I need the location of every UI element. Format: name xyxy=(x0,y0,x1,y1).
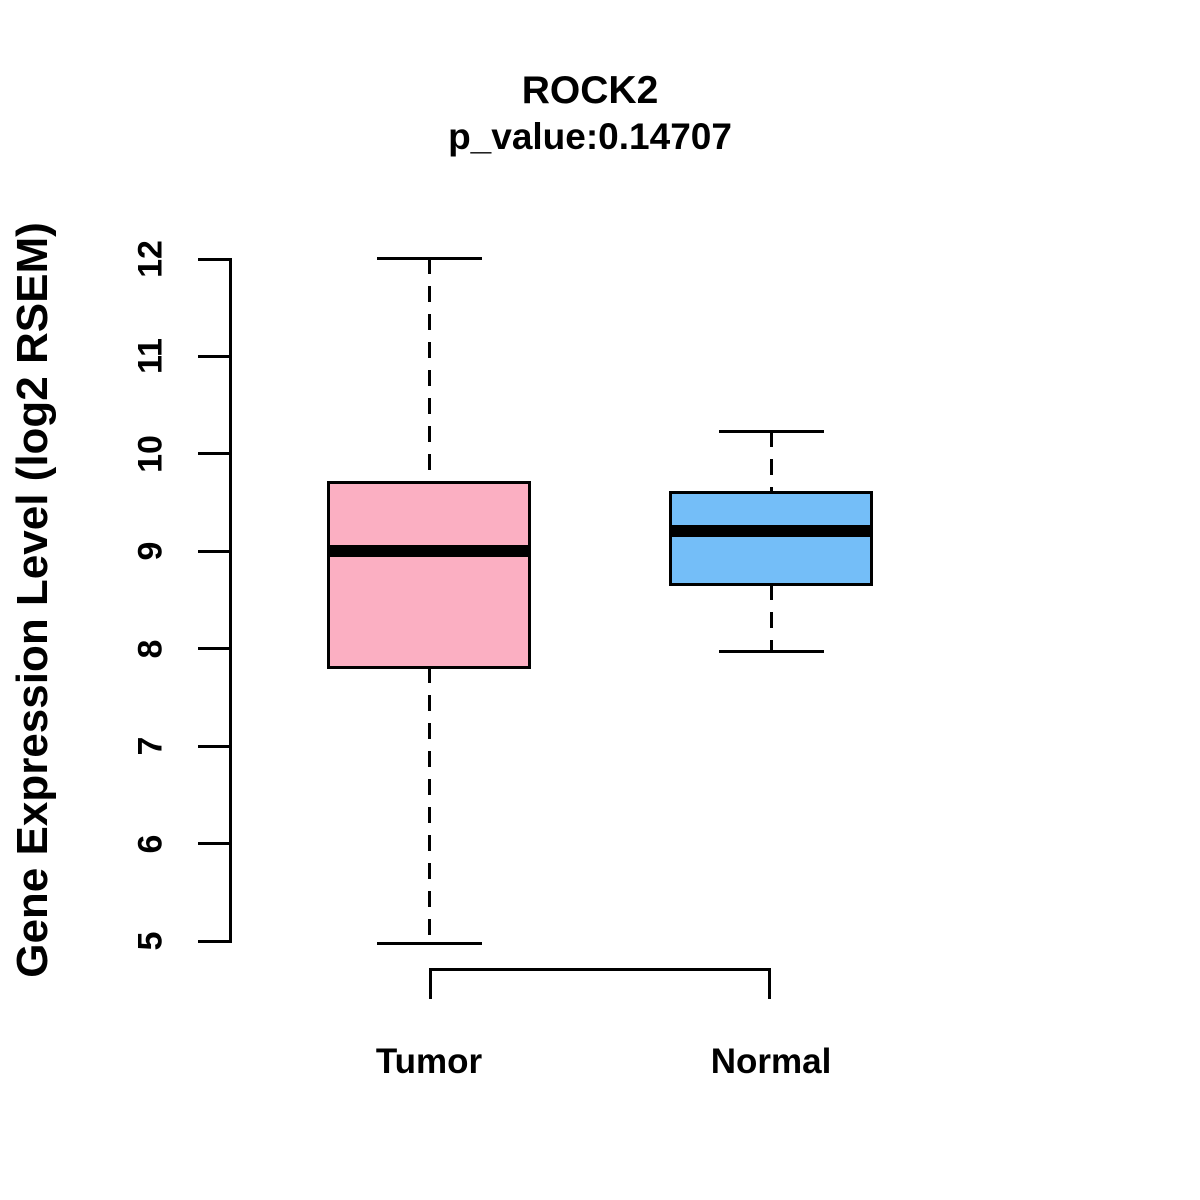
y-tick-label: 8 xyxy=(131,639,170,659)
x-category-label: Tumor xyxy=(375,1042,483,1081)
y-axis-line xyxy=(228,257,232,943)
y-tick-label: 7 xyxy=(131,736,170,756)
whisker-upper-cap xyxy=(718,429,824,433)
whisker-lower-cap xyxy=(718,650,824,654)
whisker-upper-stem xyxy=(769,431,773,493)
y-tick-label: 5 xyxy=(131,931,170,951)
y-tick xyxy=(197,842,229,846)
whisker-upper-stem xyxy=(427,258,431,483)
box-tumor xyxy=(327,480,531,669)
y-tick-label: 9 xyxy=(131,541,170,561)
y-tick xyxy=(197,647,229,651)
y-tick-label: 11 xyxy=(131,338,170,375)
x-category-label: Normal xyxy=(710,1042,832,1081)
y-tick xyxy=(197,939,229,943)
x-axis-bracket xyxy=(429,968,771,999)
median-line xyxy=(327,545,531,558)
whisker-lower-stem xyxy=(427,667,431,944)
y-tick-label: 6 xyxy=(131,834,170,854)
y-tick-label: 12 xyxy=(131,240,170,278)
chart-title: ROCK2 xyxy=(521,69,659,112)
chart-subtitle: p_value:0.14707 xyxy=(448,115,732,157)
y-tick xyxy=(197,744,229,748)
whisker-lower-cap xyxy=(376,942,482,946)
y-tick-label: 10 xyxy=(131,434,170,473)
y-tick xyxy=(197,354,229,358)
median-line xyxy=(669,524,873,537)
box-normal xyxy=(669,491,873,586)
y-tick xyxy=(197,257,229,261)
y-tick xyxy=(197,452,229,456)
whisker-lower-stem xyxy=(769,584,773,652)
whisker-upper-cap xyxy=(376,256,482,260)
y-tick xyxy=(197,549,229,553)
title-block: ROCK2 p_value:0.14707 xyxy=(230,68,950,159)
